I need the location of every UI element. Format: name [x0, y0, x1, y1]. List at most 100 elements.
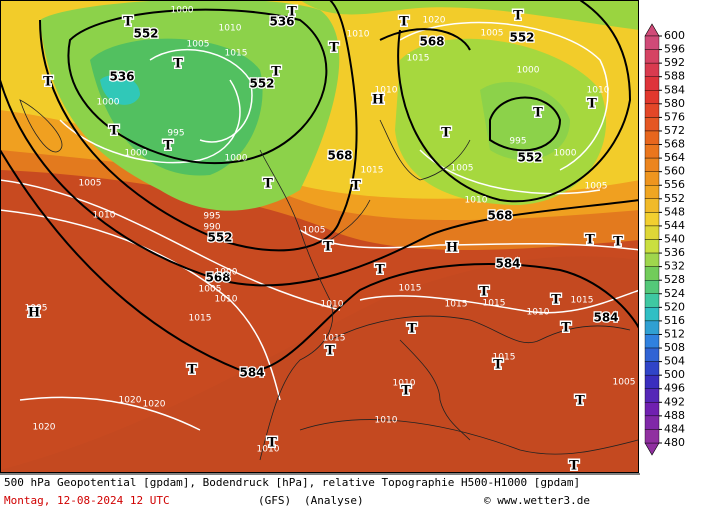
- isobar-label: 1020: [423, 16, 446, 26]
- isobar-label: 1015: [323, 334, 346, 344]
- colorbar-label: 520: [664, 300, 685, 313]
- pressure-center-label: T: [561, 321, 571, 336]
- colorbar-label: 528: [664, 273, 685, 286]
- isobar-label: 995: [509, 137, 526, 147]
- footer-model: (GFS): [258, 494, 291, 507]
- isobar-label: 1015: [445, 300, 468, 310]
- colorbar-swatch: [644, 252, 660, 267]
- map-frame: [0, 0, 639, 473]
- geopotential-label: 536: [269, 15, 294, 29]
- isobar-label: 1020: [119, 396, 142, 406]
- isobar-label: 1000: [517, 66, 540, 76]
- colorbar-label: 504: [664, 355, 685, 368]
- red-zone: [1, 256, 638, 472]
- colorbar-swatch: [644, 415, 660, 430]
- isobar-label: 1020: [33, 423, 56, 433]
- colorbar-swatch: [644, 429, 660, 444]
- pressure-center-label: T: [399, 15, 409, 30]
- geopotential-label: 584: [239, 366, 264, 380]
- geopotential-label: 584: [495, 257, 520, 271]
- geopotential-label: 552: [249, 77, 274, 91]
- isobar-label: 1010: [527, 308, 550, 318]
- pressure-center-label: T: [585, 233, 595, 248]
- colorbar-swatch: [644, 266, 660, 281]
- isobar-label: 1000: [225, 154, 248, 164]
- colorbar-label: 544: [664, 219, 685, 232]
- colorbar-swatch: [644, 198, 660, 213]
- isobar-label: 1015: [361, 166, 384, 176]
- isobar-label: 1015: [407, 54, 430, 64]
- map: 536 552 536 552 568 552 568 552 552 568 568 584 584 5…: [1, 1, 638, 472]
- colorbar-label: 600: [664, 29, 685, 42]
- geopotential-label: 568: [327, 149, 352, 163]
- green-zone-east-core: [480, 81, 570, 160]
- colorbar: 6005965925885845805765725685645605565525…: [644, 23, 685, 456]
- colorbar-swatch: [644, 103, 660, 118]
- green-zone-north: [301, 1, 638, 30]
- colorbar-label: 516: [664, 314, 685, 327]
- pressure-center-label: H: [28, 306, 40, 321]
- isobar-label: 1015: [225, 49, 248, 59]
- colorbar-top-arrow: [644, 23, 660, 37]
- isobar-label: 1010: [393, 379, 416, 389]
- isobar-label: 1010: [219, 24, 242, 34]
- isobar-label: 1015: [399, 284, 422, 294]
- colorbar-swatch: [644, 280, 660, 294]
- pressure-center-label: T: [375, 263, 385, 278]
- colorbar-swatch: [644, 293, 660, 308]
- isobar-label: 995: [203, 212, 220, 222]
- colorbar-label: 560: [664, 165, 685, 178]
- pressure-center-label: T: [479, 285, 489, 300]
- coastlines: [19, 99, 638, 461]
- geopotential-label: 552: [517, 151, 542, 165]
- colorbar-bottom-arrow: [644, 442, 660, 456]
- isobar-label: 1005: [303, 226, 326, 236]
- colorbar-swatch: [644, 374, 660, 389]
- isobar-label: 1020: [143, 400, 166, 410]
- isobar-label: 1005: [451, 164, 474, 174]
- colorbar-label: 496: [664, 382, 685, 395]
- isobar-label: 1005: [585, 182, 608, 192]
- colorbar-swatch: [644, 90, 660, 105]
- pressure-center-label: T: [43, 75, 53, 90]
- isobar-label: 1010: [93, 211, 116, 221]
- pressure-center-label: H: [372, 93, 384, 108]
- isobar-label: 1010: [465, 196, 488, 206]
- colorbar-swatch: [644, 117, 660, 132]
- pressure-center-label: T: [401, 384, 411, 399]
- pressure-center-label: T: [493, 358, 503, 373]
- colorbar-label: 524: [664, 287, 685, 300]
- cyan-core: [100, 75, 140, 105]
- colorbar-label: 576: [664, 110, 685, 123]
- colorbar-label: 588: [664, 70, 685, 83]
- colorbar-label: 508: [664, 341, 685, 354]
- colorbar-label: 512: [664, 327, 685, 340]
- footer: 500 hPa Geopotential [gpdam], Bodendruck…: [0, 473, 640, 507]
- pressure-center-label: T: [551, 293, 561, 308]
- isobar-label: 1010: [375, 416, 398, 426]
- isobar-label: 1005: [481, 29, 504, 39]
- colorbar-swatch: [644, 35, 660, 50]
- colorbar-swatch: [644, 402, 660, 417]
- pressure-center-label: T: [513, 9, 523, 24]
- colorbar-swatch: [644, 307, 660, 322]
- pressure-center-label: T: [329, 41, 339, 56]
- isobar-label: 1005: [25, 304, 48, 314]
- geopotential-label: 568: [419, 35, 444, 49]
- footer-date: Montag, 12-08-2024 12 UTC: [4, 494, 170, 507]
- isobar-label: 1000: [554, 149, 577, 159]
- isobar-label: 1010: [375, 86, 398, 96]
- colorbar-label: 488: [664, 409, 685, 422]
- colorbar-label: 572: [664, 124, 685, 137]
- colorbar-label: 556: [664, 178, 685, 191]
- isobar-label: 1010: [347, 30, 370, 40]
- isobar-label: 1015: [493, 353, 516, 363]
- isobar-label: 1005: [613, 378, 636, 388]
- footer-run: (Analyse): [304, 494, 364, 507]
- colorbar-swatch: [644, 171, 660, 186]
- isobar-label: 1000: [171, 6, 194, 16]
- isobar-label: 995: [167, 129, 184, 139]
- isobar-label: 1010: [587, 86, 610, 96]
- colorbar-label: 480: [664, 436, 685, 449]
